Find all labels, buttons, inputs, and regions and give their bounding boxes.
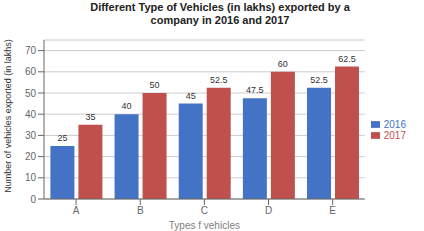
svg-text:60: 60 xyxy=(25,66,37,77)
html-text:Number of vehicles exported (i: Number of vehicles exported (in lakhs) xyxy=(3,38,13,193)
html-text:2017: 2017 xyxy=(383,129,406,141)
svg-text:50: 50 xyxy=(150,80,160,90)
svg-text:52.5: 52.5 xyxy=(210,75,228,85)
svg-text:50: 50 xyxy=(25,88,37,99)
svg-text:0: 0 xyxy=(30,194,36,205)
svg-text:52.5: 52.5 xyxy=(310,75,328,85)
svg-text:Types f vehicles: Types f vehicles xyxy=(169,220,240,231)
svg-text:D: D xyxy=(265,205,272,216)
svg-text:20: 20 xyxy=(25,151,37,162)
svg-text:C: C xyxy=(201,205,208,216)
html-text:2016: 2016 xyxy=(383,118,406,130)
svg-text:47.5: 47.5 xyxy=(246,85,264,95)
html-text:Different Type of Vehicles (in: Different Type of Vehicles (in lakhs) ex… xyxy=(90,1,350,13)
svg-text:35: 35 xyxy=(85,112,95,122)
svg-text:A: A xyxy=(73,205,80,216)
svg-text:E: E xyxy=(329,205,336,216)
html-text:company in 2016 and 2017: company in 2016 and 2017 xyxy=(150,14,290,26)
svg-text:40: 40 xyxy=(122,101,132,111)
svg-text:25: 25 xyxy=(57,133,67,143)
svg-text:45: 45 xyxy=(186,91,196,101)
svg-text:10: 10 xyxy=(25,172,37,183)
svg-text:62.5: 62.5 xyxy=(338,54,356,64)
svg-text:B: B xyxy=(137,205,144,216)
svg-text:60: 60 xyxy=(278,59,288,69)
svg-text:30: 30 xyxy=(25,130,37,141)
svg-text:40: 40 xyxy=(25,109,37,120)
svg-text:70: 70 xyxy=(25,45,37,56)
